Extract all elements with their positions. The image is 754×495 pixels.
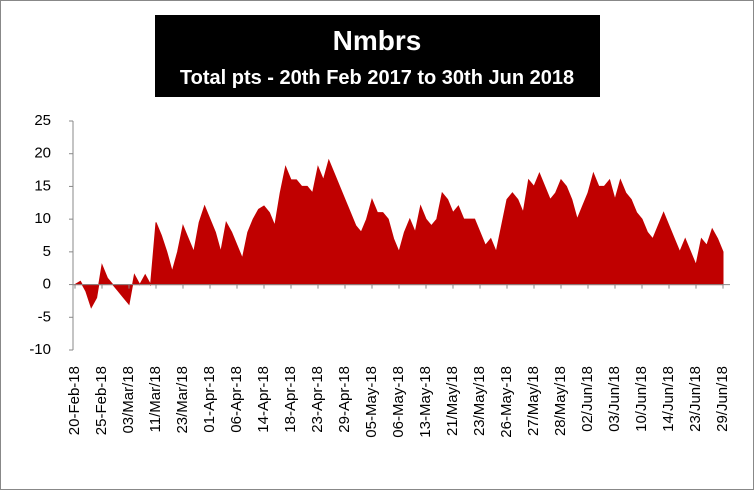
y-tick-label: -5	[38, 308, 51, 325]
x-tick-label: 14/Jun/18	[660, 366, 677, 432]
x-tick-label: 02/Jun/18	[579, 366, 596, 432]
chart-subtitle: Total pts - 20th Feb 2017 to 30th Jun 20…	[180, 67, 574, 89]
x-tick-label: 13-May-18	[417, 366, 434, 438]
x-tick-label: 26-May-18	[498, 366, 515, 438]
y-tick-label: 25	[34, 112, 51, 129]
chart-title: Nmbrs	[333, 25, 422, 56]
y-tick-label: 0	[43, 276, 51, 293]
x-tick-label: 11/Mar/18	[147, 366, 164, 432]
x-tick-label: 03/Jun/18	[606, 366, 623, 432]
x-tick-label: 23/Jun/18	[687, 366, 704, 432]
x-tick-label: 23-Apr-18	[309, 366, 326, 433]
y-tick-label: 5	[43, 243, 51, 260]
area	[73, 158, 724, 309]
x-tick-label: 20-Feb-18	[66, 366, 83, 435]
x-tick-label: 03/Mar/18	[120, 366, 137, 434]
y-tick-label: 20	[34, 145, 51, 162]
x-tick-label: 01-Apr-18	[201, 366, 218, 433]
x-tick-label: 18-Apr-18	[282, 366, 299, 433]
title-box	[155, 15, 600, 97]
x-tick-label: 27/May/18	[525, 366, 542, 436]
y-tick-label: 10	[34, 210, 51, 227]
x-tick-label: 23/May/18	[471, 366, 488, 436]
x-tick-label: 06-Apr-18	[228, 366, 245, 433]
x-tick-label: 29-Apr-18	[336, 366, 353, 433]
x-tick-label: 28/May/18	[552, 366, 569, 436]
y-tick-label: 15	[34, 177, 51, 194]
x-tick-label: 06-May-18	[390, 366, 407, 438]
x-tick-label: 10/Jun/18	[633, 366, 650, 432]
x-tick-label: 23/Mar/18	[174, 366, 191, 434]
x-tick-label: 25-Feb-18	[93, 366, 110, 435]
x-tick-label: 05-May-18	[363, 366, 380, 438]
x-tick-label: 14-Apr-18	[255, 366, 272, 433]
y-tick-label: -10	[29, 341, 51, 358]
x-tick-label: 29/Jun/18	[714, 366, 731, 432]
x-tick-label: 21/May/18	[444, 366, 461, 436]
